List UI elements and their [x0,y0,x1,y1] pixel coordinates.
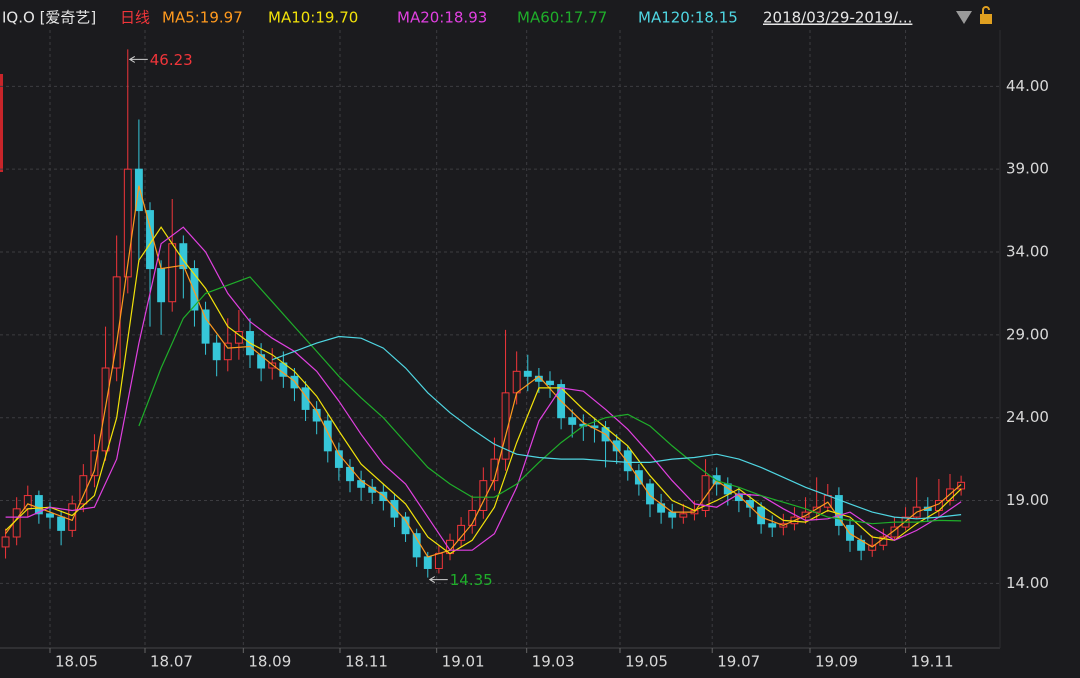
y-tick-label: 24.00 [1006,408,1049,426]
x-tick-label: 19.07 [717,653,760,671]
dropdown-icon[interactable] [956,11,972,24]
candle-body [68,503,77,531]
candle-body [168,243,177,303]
candle-body [612,440,621,452]
candle-body [323,420,332,452]
candle-body [957,481,966,490]
candle-body [501,392,510,460]
candle-body [668,511,677,518]
candle-body [257,354,266,369]
candle-body [1,536,10,548]
candle-body [79,475,88,505]
candle-body [546,380,554,386]
candle-body [801,511,810,518]
lock-body [980,14,992,24]
candle-body [268,362,277,369]
candle-body [190,268,199,311]
annotation-label: 46.23 [150,51,193,69]
candle-body [646,483,654,505]
ma-line [5,185,962,558]
legend-entry: MA60:17.77 [517,9,607,27]
candle-body [57,516,66,531]
ma-line [271,335,962,520]
legend-entry: MA5:19.97 [162,9,243,27]
y-tick-label: 34.00 [1006,243,1049,261]
ma-line [5,226,962,551]
candle-body [834,495,843,526]
candle-body [757,506,766,525]
legend-entry: MA120:18.15 [638,9,738,27]
annotation-arrow [428,576,448,584]
x-tick-label: 18.11 [345,653,388,671]
candle-body [301,387,310,410]
y-tick-label: 19.00 [1006,491,1049,509]
x-tick-label: 19.01 [442,653,485,671]
candle-body [712,475,721,485]
candle-body [434,553,443,569]
side-marker [0,74,3,172]
candle-body [768,523,777,528]
y-tick-label: 29.00 [1006,325,1049,343]
candle-body [723,483,732,495]
lock-shackle [982,6,990,14]
candle-body [157,268,166,303]
x-tick-label: 18.09 [248,653,291,671]
x-tick-label: 19.03 [532,653,575,671]
annotation-arrow [128,55,148,63]
candle-body [868,544,877,551]
x-tick-label: 18.07 [150,653,193,671]
candle-body [623,450,632,472]
date-range[interactable]: 2018/03/29-2019/... [763,9,912,27]
legend-entry: MA20:18.93 [397,9,487,27]
y-tick-label: 14.00 [1006,574,1049,592]
candle-body [490,458,499,482]
candle-body [457,524,466,541]
annotation-label: 14.35 [450,571,493,589]
y-tick-label: 39.00 [1006,160,1049,178]
y-tick-label: 44.00 [1006,77,1049,95]
candle-body [423,556,432,569]
candle-body [46,513,54,518]
candle-body [123,168,132,278]
candle-body [223,342,232,361]
legend-entry: MA10:19.70 [268,9,358,27]
ma-line [5,226,962,555]
ma-line [138,276,962,525]
x-tick-label: 19.09 [815,653,858,671]
candle-body [34,495,43,515]
candle-body [346,466,354,482]
candle-body [701,475,710,511]
candle-body [201,309,210,344]
candle-body [634,470,643,485]
period[interactable]: 日线 [120,9,150,27]
lock-icon[interactable] [980,6,992,24]
x-tick-label: 19.05 [625,653,668,671]
candle-body [679,513,688,518]
x-tick-label: 18.05 [55,653,98,671]
candle-body [568,417,577,425]
candle-body [90,450,99,477]
candle-body [890,526,899,538]
x-tick-label: 19.11 [911,653,954,671]
candle-body [312,408,321,422]
candle-body [523,370,532,377]
candle-body [412,533,421,558]
candle-body [212,342,221,361]
candle-body [812,506,821,513]
candle-body [512,370,521,394]
header: IQ.O [爱奇艺] 日线 2018/03/29-2019/... MA5:19… [2,6,992,27]
chart-title: IQ.O [爱奇艺] [2,9,96,27]
